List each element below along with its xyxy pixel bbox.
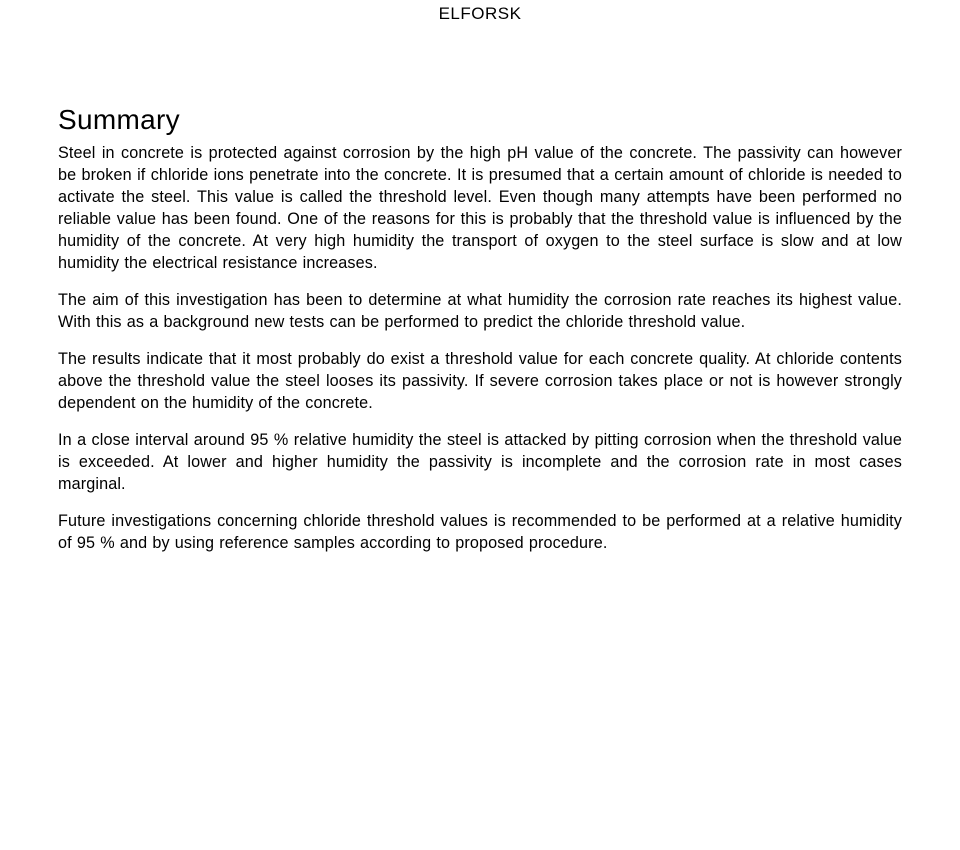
paragraph: Steel in concrete is protected against c… xyxy=(58,142,902,274)
paragraph: Future investigations concerning chlorid… xyxy=(58,510,902,554)
page-header-brand: ELFORSK xyxy=(58,0,902,104)
paragraph: In a close interval around 95 % relative… xyxy=(58,429,902,495)
document-title: Summary xyxy=(58,104,902,136)
paragraph: The aim of this investigation has been t… xyxy=(58,289,902,333)
paragraph: The results indicate that it most probab… xyxy=(58,348,902,414)
document-page: ELFORSK Summary Steel in concrete is pro… xyxy=(0,0,960,555)
